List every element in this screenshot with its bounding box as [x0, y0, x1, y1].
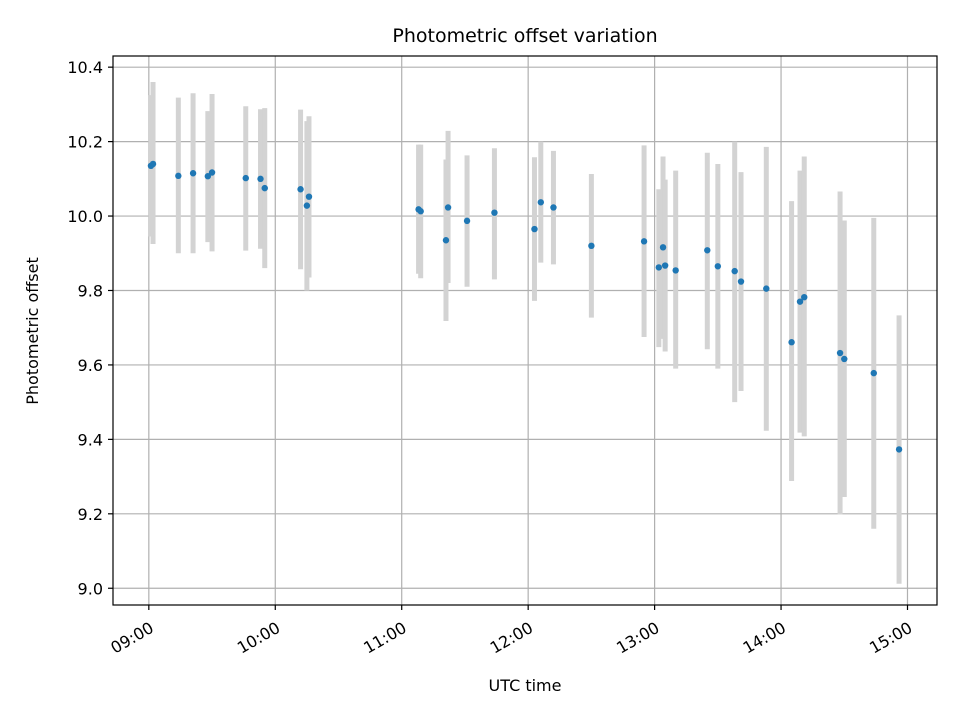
y-tick-label: 9.6: [78, 356, 103, 375]
x-axis: 09:00 10:00 11:00 12:00 13:00 14:00 15:00: [107, 605, 915, 658]
data-point: [655, 264, 663, 271]
data-point: [836, 349, 844, 357]
y-tick-label: 9.0: [78, 579, 103, 598]
x-tick-label: 14:00: [740, 618, 789, 658]
data-point: [895, 446, 903, 453]
x-tick-label: 10:00: [234, 618, 283, 658]
x-tick-label: 12:00: [487, 618, 536, 658]
y-tick-label: 9.4: [78, 430, 103, 449]
data-point: [659, 244, 667, 251]
data-point: [737, 278, 745, 285]
data-point: [204, 173, 212, 180]
data-point: [303, 202, 311, 209]
data-point: [242, 174, 249, 182]
data-point: [661, 262, 669, 269]
data-point: [801, 293, 808, 301]
data-point: [531, 225, 538, 233]
data-point: [463, 217, 471, 225]
data-points: [147, 160, 903, 453]
x-tick-label: 09:00: [107, 618, 156, 658]
data-point: [841, 355, 848, 363]
data-point: [297, 186, 304, 193]
data-point: [870, 369, 877, 377]
y-axis: 9.0 9.2 9.4 9.6 9.8 10.0 10.2 10.4: [67, 58, 113, 598]
data-point: [796, 298, 804, 305]
data-point: [704, 247, 711, 254]
data-point: [731, 267, 738, 275]
data-point: [714, 263, 722, 270]
data-point: [305, 193, 313, 200]
y-tick-label: 10.2: [67, 133, 103, 152]
plot-frame: [112, 55, 938, 606]
y-axis-label: Photometric offset: [23, 257, 42, 405]
data-point: [261, 184, 268, 192]
x-axis-label: UTC time: [489, 676, 562, 695]
data-point: [491, 209, 498, 216]
x-tick-label: 15:00: [866, 618, 915, 658]
data-point: [257, 175, 264, 183]
data-point: [444, 204, 452, 211]
data-point: [588, 242, 595, 250]
x-tick-label: 13:00: [613, 618, 662, 658]
y-tick-label: 9.2: [78, 505, 103, 524]
y-tick-label: 10.0: [67, 207, 103, 226]
data-point: [175, 172, 182, 180]
x-tick-label: 11:00: [360, 618, 409, 658]
data-point: [672, 267, 679, 274]
data-point: [417, 208, 424, 215]
grid: [113, 56, 937, 605]
y-tick-label: 10.4: [67, 58, 103, 77]
chart-title: Photometric offset variation: [392, 25, 657, 47]
data-point: [149, 160, 157, 168]
data-point: [537, 199, 545, 206]
data-point: [763, 285, 770, 292]
data-point: [208, 169, 216, 176]
data-point: [189, 170, 197, 177]
y-tick-label: 9.8: [78, 281, 103, 300]
data-point: [788, 339, 795, 346]
data-point: [550, 204, 557, 211]
data-point: [442, 237, 450, 244]
error-bars: [148, 82, 902, 584]
data-point: [640, 238, 648, 245]
